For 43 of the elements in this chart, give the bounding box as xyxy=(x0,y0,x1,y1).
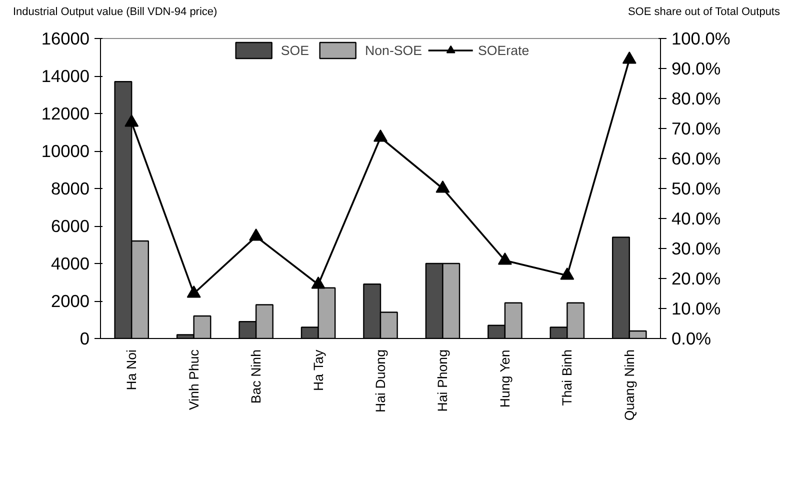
point xyxy=(249,228,264,241)
y2-axis-title: SOE share out of Total Outputs xyxy=(628,5,780,20)
y-tick-label: 4000 xyxy=(50,254,90,274)
y2-tick-label: 50.0% xyxy=(672,178,721,198)
x-tick-label: Hung Yen xyxy=(497,350,512,408)
y2-tick-label: 80.0% xyxy=(672,88,721,108)
y-tick-label: 16000 xyxy=(41,28,90,48)
point xyxy=(186,285,201,298)
y-tick-label: 8000 xyxy=(50,178,90,198)
y2-tick-label: 10.0% xyxy=(672,298,721,318)
x-tick-label: Ha Noi xyxy=(124,349,140,390)
point xyxy=(124,114,139,127)
legend-label: Non-SOE xyxy=(364,42,422,58)
x-tick-label: Thai Binh xyxy=(560,349,575,406)
x-tick-label: Ha Tay xyxy=(310,349,326,391)
y2-tick-label: 40.0% xyxy=(672,208,721,228)
y2-tick-label: 30.0% xyxy=(672,238,721,258)
legend-label: SOErate xyxy=(478,42,530,58)
point xyxy=(560,267,574,280)
y-tick-label: 2000 xyxy=(50,291,90,311)
y2-tick-label: 90.0% xyxy=(672,58,721,78)
x-tick-label: Hai Phong xyxy=(435,349,450,412)
y-tick-label: 12000 xyxy=(41,104,90,124)
x-tick-label: Quang Ninh xyxy=(622,349,637,421)
x-tick-label: Vinh Phuc xyxy=(186,349,202,410)
y-tick-label: 14000 xyxy=(41,66,90,86)
legend-label: SOE xyxy=(280,42,309,58)
y2-tick-label: 60.0% xyxy=(672,148,721,168)
point xyxy=(436,180,450,193)
y-tick-label: 10000 xyxy=(41,141,90,161)
y2-tick-label: 70.0% xyxy=(672,118,721,138)
y-tick-label: 6000 xyxy=(50,216,90,236)
x-tick-label: Bac Ninh xyxy=(248,349,264,404)
point xyxy=(622,51,636,64)
point xyxy=(311,276,326,289)
y2-tick-label: 100.0% xyxy=(672,28,730,48)
point xyxy=(374,129,388,142)
y2-tick-label: 0.0% xyxy=(672,328,711,348)
y-axis-title: Industrial Output value (Bill VDN-94 price) xyxy=(13,5,218,20)
y2-tick-label: 20.0% xyxy=(672,268,721,288)
point xyxy=(498,252,512,265)
y-tick-label: 0 xyxy=(80,328,90,348)
x-tick-label: Hai Duong xyxy=(373,349,388,412)
